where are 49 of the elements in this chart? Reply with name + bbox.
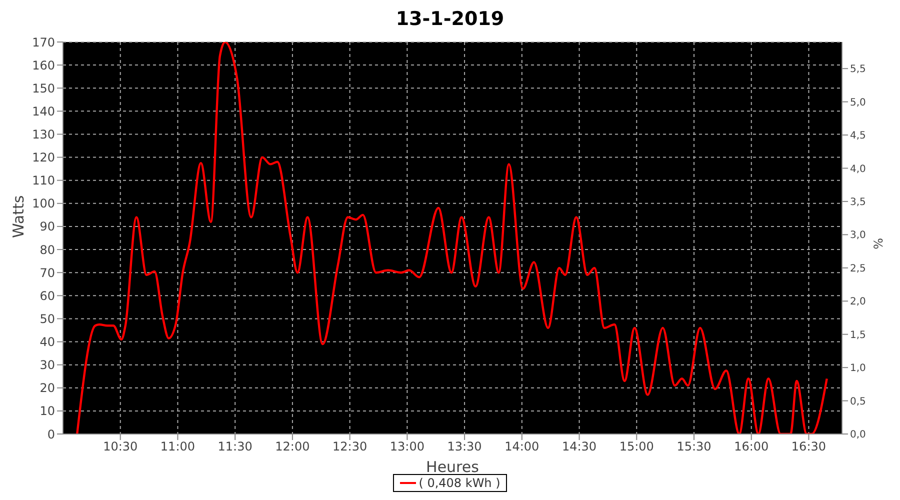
- y2-tick-label: 3,0: [850, 230, 866, 242]
- x-tick-label: 16:30: [791, 440, 826, 454]
- y-axis-title: Watts: [9, 195, 28, 238]
- y-tick-label: 40: [40, 335, 55, 350]
- y-tick-label: 50: [40, 312, 55, 326]
- y-tick-label: 100: [32, 196, 55, 211]
- y-tick-label: 170: [32, 35, 55, 50]
- y2-tick-label: 1,0: [850, 363, 866, 374]
- y2-tick-label: 5,0: [850, 97, 866, 108]
- x-tick-label: 15:30: [676, 440, 712, 454]
- x-tick-label: 10:30: [103, 440, 138, 454]
- y-tick-label: 130: [32, 127, 55, 142]
- y-tick-label: 80: [40, 242, 55, 257]
- x-tick-label: 13:30: [447, 440, 482, 454]
- y-tick-label: 110: [32, 174, 55, 188]
- x-tick-label: 14:00: [504, 440, 540, 454]
- y2-tick-label: 3,5: [850, 197, 866, 208]
- y2-tick-label: 2,0: [850, 296, 866, 308]
- x-tick-label: 16:00: [734, 440, 769, 454]
- x-tick-label: 15:00: [619, 440, 654, 454]
- y2-tick-label: 2,5: [850, 263, 866, 274]
- y-tick-label: 150: [32, 81, 55, 96]
- y2-tick-label: 4,5: [850, 130, 866, 142]
- y-tick-label: 30: [40, 358, 55, 372]
- x-tick-label: 12:30: [332, 440, 368, 454]
- legend-label: ( 0,408 kWh ): [418, 476, 500, 490]
- x-axis-title: Heures: [426, 458, 480, 476]
- x-tick-label: 14:30: [562, 440, 597, 454]
- chart-title: 13-1-2019: [394, 8, 506, 32]
- y-tick-label: 140: [32, 104, 55, 118]
- y2-axis-title: %: [871, 238, 886, 250]
- y2-tick-label: 1,5: [850, 330, 866, 341]
- x-tick-label: 11:00: [160, 440, 196, 454]
- y-tick-label: 60: [40, 288, 55, 303]
- y2-tick-label: 0,5: [850, 396, 866, 408]
- y2-tick-label: 0,0: [850, 430, 866, 441]
- x-tick-label: 11:30: [218, 440, 252, 454]
- x-tick-label: 12:00: [275, 440, 310, 454]
- x-tick-label: 13:00: [390, 440, 424, 454]
- y-tick-label: 90: [40, 220, 55, 234]
- y-tick-label: 20: [40, 381, 55, 396]
- y2-tick-label: 5,5: [850, 64, 866, 76]
- y2-tick-label: 4,0: [850, 164, 866, 175]
- y-tick-label: 0: [47, 427, 55, 442]
- y-tick-label: 120: [32, 150, 55, 165]
- line-series: [76, 42, 828, 434]
- y-tick-label: 160: [32, 58, 55, 72]
- y-tick-label: 10: [40, 404, 55, 418]
- y-tick-label: 70: [40, 266, 55, 280]
